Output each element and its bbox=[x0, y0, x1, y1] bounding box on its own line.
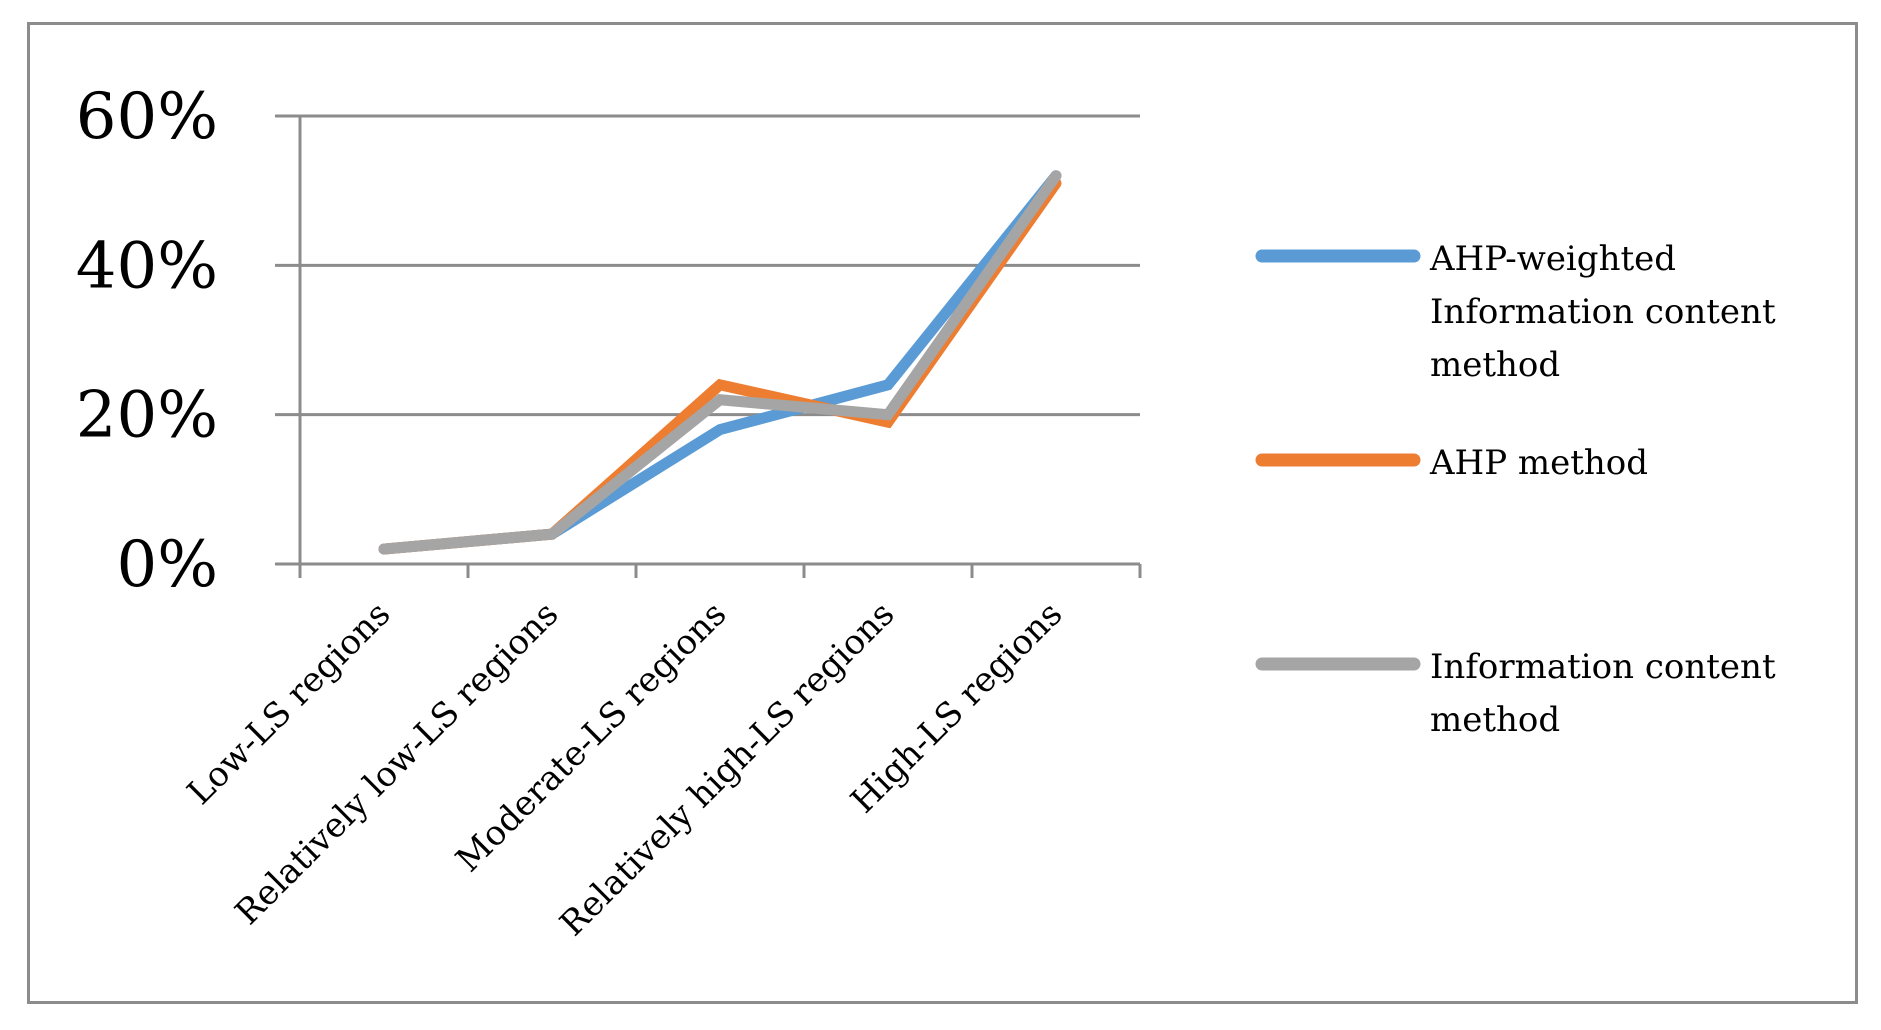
legend-label-line: method bbox=[1430, 345, 1560, 385]
legend: AHP-weighted Information content methodAHP… bbox=[1255, 239, 1776, 740]
legend-label: AHP-weighted Information content method bbox=[1429, 239, 1776, 385]
legend-label: AHP method bbox=[1429, 443, 1648, 483]
legend-label-line: method bbox=[1430, 700, 1560, 740]
legend-label: Information content method bbox=[1430, 647, 1776, 740]
y-tick-label: 40% bbox=[76, 229, 218, 303]
x-tick-label: Relatively low-LS regions bbox=[228, 594, 567, 933]
series-line bbox=[378, 170, 1062, 555]
legend-label-line: Information content bbox=[1430, 647, 1776, 687]
y-tick-labels: 0% 20% 40% 60% bbox=[76, 80, 218, 602]
axes bbox=[275, 116, 1142, 578]
gridlines bbox=[275, 114, 1140, 417]
y-tick-label: 20% bbox=[76, 379, 218, 453]
chart-frame bbox=[27, 22, 1858, 1004]
series-lines bbox=[378, 170, 1062, 555]
legend-label-line: Information content bbox=[1430, 292, 1776, 332]
y-tick-label: 60% bbox=[76, 80, 218, 154]
legend-label-line: AHP method bbox=[1429, 443, 1648, 483]
x-tick-label: Relatively high-LS regions bbox=[552, 594, 902, 944]
y-tick-label: 0% bbox=[116, 528, 218, 602]
series-line bbox=[378, 170, 1062, 555]
x-tick-label: Moderate-LS regions bbox=[448, 594, 734, 880]
legend-label-line: AHP-weighted bbox=[1429, 239, 1676, 279]
series-line bbox=[378, 177, 1062, 555]
